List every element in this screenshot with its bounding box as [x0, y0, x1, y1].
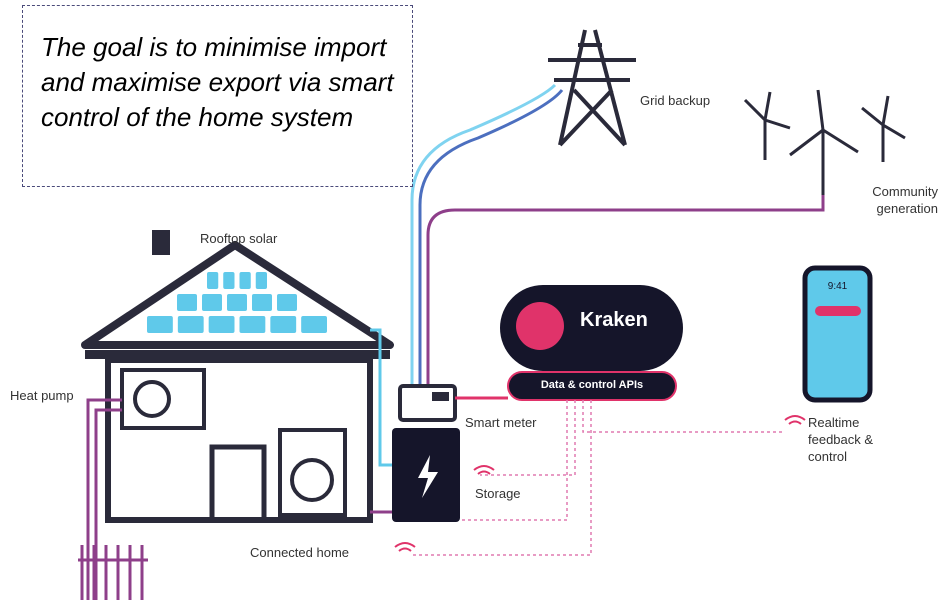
label: Realtime feedback & control: [808, 415, 874, 464]
label: Smart meter: [465, 415, 537, 430]
solar-panel: [223, 272, 235, 289]
label: Community generation: [872, 184, 938, 216]
solar-panel: [177, 294, 197, 311]
label: Connected home: [250, 545, 350, 560]
washing-machine: [278, 428, 347, 517]
pylon: [548, 29, 636, 147]
label: Kraken: [580, 309, 648, 331]
label: Data & control APIs: [540, 379, 644, 391]
solar-panel: [255, 272, 267, 289]
label: Heat pump: [10, 388, 74, 403]
phone-time: 9:41: [827, 281, 848, 292]
api-bar: [507, 371, 677, 401]
phone-notification: [815, 306, 861, 316]
phone: [802, 265, 873, 403]
solar-panel: [239, 316, 266, 333]
solar-panel: [270, 316, 297, 333]
solar-panel: [208, 316, 235, 333]
solar-panel: [227, 294, 247, 311]
solar-panel: [147, 316, 173, 333]
kraken-logo: [516, 302, 564, 350]
solar-panel: [252, 294, 272, 311]
solar-panel: [177, 316, 204, 333]
chimney: [152, 230, 170, 255]
lightning: [418, 455, 438, 498]
solar-line: [370, 328, 392, 467]
note: The goal is to minimise import and maxim…: [22, 5, 413, 187]
smart-meter: [398, 384, 457, 422]
door: [209, 444, 267, 523]
heat-pump-pipe: [86, 398, 122, 600]
label: Storage: [475, 486, 521, 501]
solar-panels: [147, 272, 327, 333]
label: Grid backup: [640, 93, 711, 108]
community-line: [426, 195, 825, 385]
solar-panel: [202, 294, 222, 311]
data-links: [410, 400, 785, 556]
solar-panel: [277, 294, 297, 311]
wifi-icons: [394, 415, 806, 552]
grid-line-navy: [418, 89, 564, 385]
label: Rooftop solar: [200, 231, 278, 246]
radiator: [78, 545, 148, 600]
heat-pump-fan: [133, 380, 171, 418]
washing-drum: [290, 458, 334, 502]
meter-display: [432, 392, 449, 401]
wind-turbines: [743, 89, 906, 195]
eave: [85, 350, 390, 359]
solar-panel: [207, 272, 219, 289]
grid-line-blue: [410, 83, 557, 385]
solar-panel: [239, 272, 251, 289]
solar-panel: [301, 316, 327, 333]
